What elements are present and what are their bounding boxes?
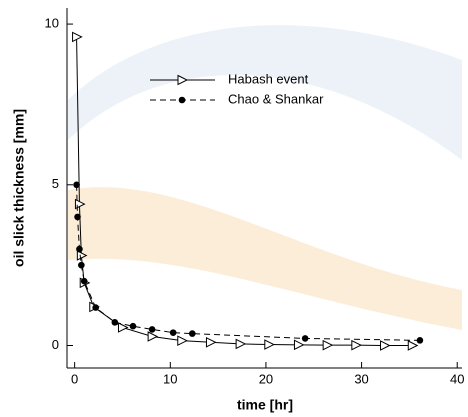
x-axis-title: time [hr] bbox=[237, 397, 293, 413]
data-point bbox=[301, 335, 309, 342]
data-point bbox=[235, 338, 247, 350]
data-point bbox=[416, 337, 424, 344]
data-point bbox=[148, 326, 156, 333]
x-tick-label: 20 bbox=[259, 371, 273, 386]
data-point bbox=[351, 339, 362, 351]
data-point bbox=[129, 322, 137, 330]
data-point bbox=[177, 335, 188, 346]
data-point bbox=[322, 339, 334, 351]
data-point bbox=[76, 245, 83, 253]
y-tick-label: 5 bbox=[52, 176, 59, 191]
legend-marker bbox=[178, 96, 186, 104]
legend-marker bbox=[177, 74, 189, 86]
watermark bbox=[68, 187, 462, 330]
legend-label: Habash event bbox=[228, 71, 309, 86]
data-point bbox=[92, 304, 99, 311]
data-point bbox=[76, 250, 88, 261]
x-tick-label: 40 bbox=[450, 371, 464, 386]
data-point bbox=[78, 261, 85, 269]
data-point bbox=[73, 181, 80, 189]
data-point bbox=[169, 329, 177, 336]
data-point bbox=[117, 322, 129, 333]
data-point bbox=[380, 340, 391, 351]
legend-label: Chao & Shankar bbox=[228, 91, 324, 106]
series-line bbox=[76, 36, 413, 346]
data-point bbox=[147, 331, 159, 342]
data-point bbox=[407, 340, 419, 351]
data-point bbox=[74, 213, 81, 221]
y-tick-label: 0 bbox=[52, 337, 59, 352]
x-tick-label: 0 bbox=[71, 371, 78, 386]
data-point bbox=[188, 330, 196, 337]
y-axis-title: oil slick thickness [mm] bbox=[11, 109, 27, 267]
y-tick-label: 10 bbox=[45, 16, 59, 31]
x-tick-label: 10 bbox=[163, 371, 177, 386]
data-point bbox=[264, 339, 275, 350]
data-point bbox=[205, 336, 217, 348]
data-point bbox=[293, 339, 305, 351]
watermark bbox=[68, 25, 462, 160]
x-tick-label: 30 bbox=[354, 371, 368, 386]
data-point bbox=[111, 319, 119, 326]
data-point bbox=[72, 31, 83, 43]
data-point bbox=[80, 277, 88, 285]
